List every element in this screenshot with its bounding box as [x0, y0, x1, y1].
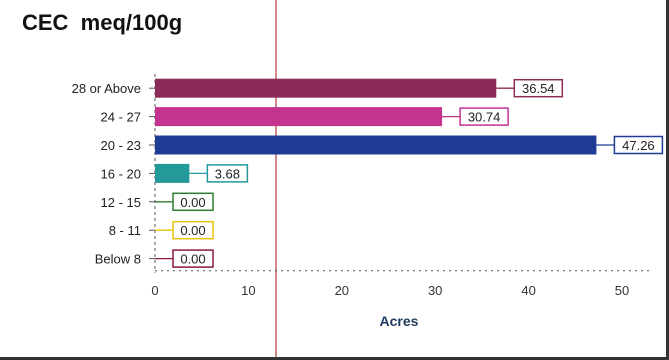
- data-label-box: [613, 135, 664, 155]
- data-label: 36.54: [522, 81, 555, 96]
- data-label: 0.00: [180, 252, 205, 267]
- category-label: 12 - 15: [101, 195, 141, 210]
- bar: [155, 135, 597, 155]
- data-label: 0.00: [180, 223, 205, 238]
- x-tick-label: 50: [615, 283, 629, 298]
- data-label-box: [172, 249, 214, 268]
- x-tick-label: 10: [241, 283, 255, 298]
- category-label: 28 or Above: [72, 81, 141, 96]
- category-label: 8 - 11: [109, 223, 141, 238]
- data-label-box: [459, 107, 509, 126]
- bar: [155, 78, 497, 98]
- category-label: 16 - 20: [101, 166, 141, 181]
- data-label-box: [206, 164, 249, 183]
- x-tick-labels: 0 10 20 30 40 50: [151, 283, 629, 298]
- category-label: Below 8: [95, 252, 141, 267]
- bar: [155, 107, 443, 127]
- x-tick-label: 40: [521, 283, 535, 298]
- bar: [155, 163, 190, 183]
- data-label-box: [513, 78, 564, 98]
- chart-title: CEC meq/100g: [22, 10, 183, 35]
- data-label: 30.74: [468, 110, 501, 125]
- data-label-box: [172, 220, 214, 240]
- data-label: 3.68: [215, 166, 240, 181]
- category-label: 20 - 23: [101, 138, 141, 153]
- x-tick-label: 20: [335, 283, 349, 298]
- bars-layer: 36.54 30.74 47.26 3.68 0.00 0.00 0.00: [155, 78, 664, 268]
- data-label-box: [172, 192, 214, 212]
- data-label: 0.00: [180, 195, 205, 210]
- x-tick-label: 30: [428, 283, 442, 298]
- x-tick-label: 0: [151, 283, 158, 298]
- data-label: 47.26: [622, 138, 655, 153]
- x-axis-title: Acres: [380, 313, 419, 329]
- category-labels: 28 or Above 24 - 27 20 - 23 16 - 20 12 - 15 8…: [72, 81, 155, 267]
- category-label: 24 - 27: [101, 110, 141, 125]
